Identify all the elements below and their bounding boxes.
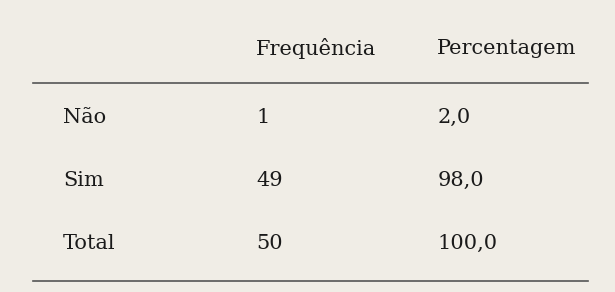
Text: 100,0: 100,0 [437, 234, 498, 253]
Text: Frequência: Frequência [256, 38, 376, 59]
Text: Percentagem: Percentagem [437, 39, 577, 58]
Text: 1: 1 [256, 108, 269, 127]
Text: Sim: Sim [63, 171, 104, 190]
Text: Não: Não [63, 108, 106, 127]
Text: 49: 49 [256, 171, 283, 190]
Text: Total: Total [63, 234, 116, 253]
Text: 2,0: 2,0 [437, 108, 470, 127]
Text: 50: 50 [256, 234, 283, 253]
Text: 98,0: 98,0 [437, 171, 484, 190]
